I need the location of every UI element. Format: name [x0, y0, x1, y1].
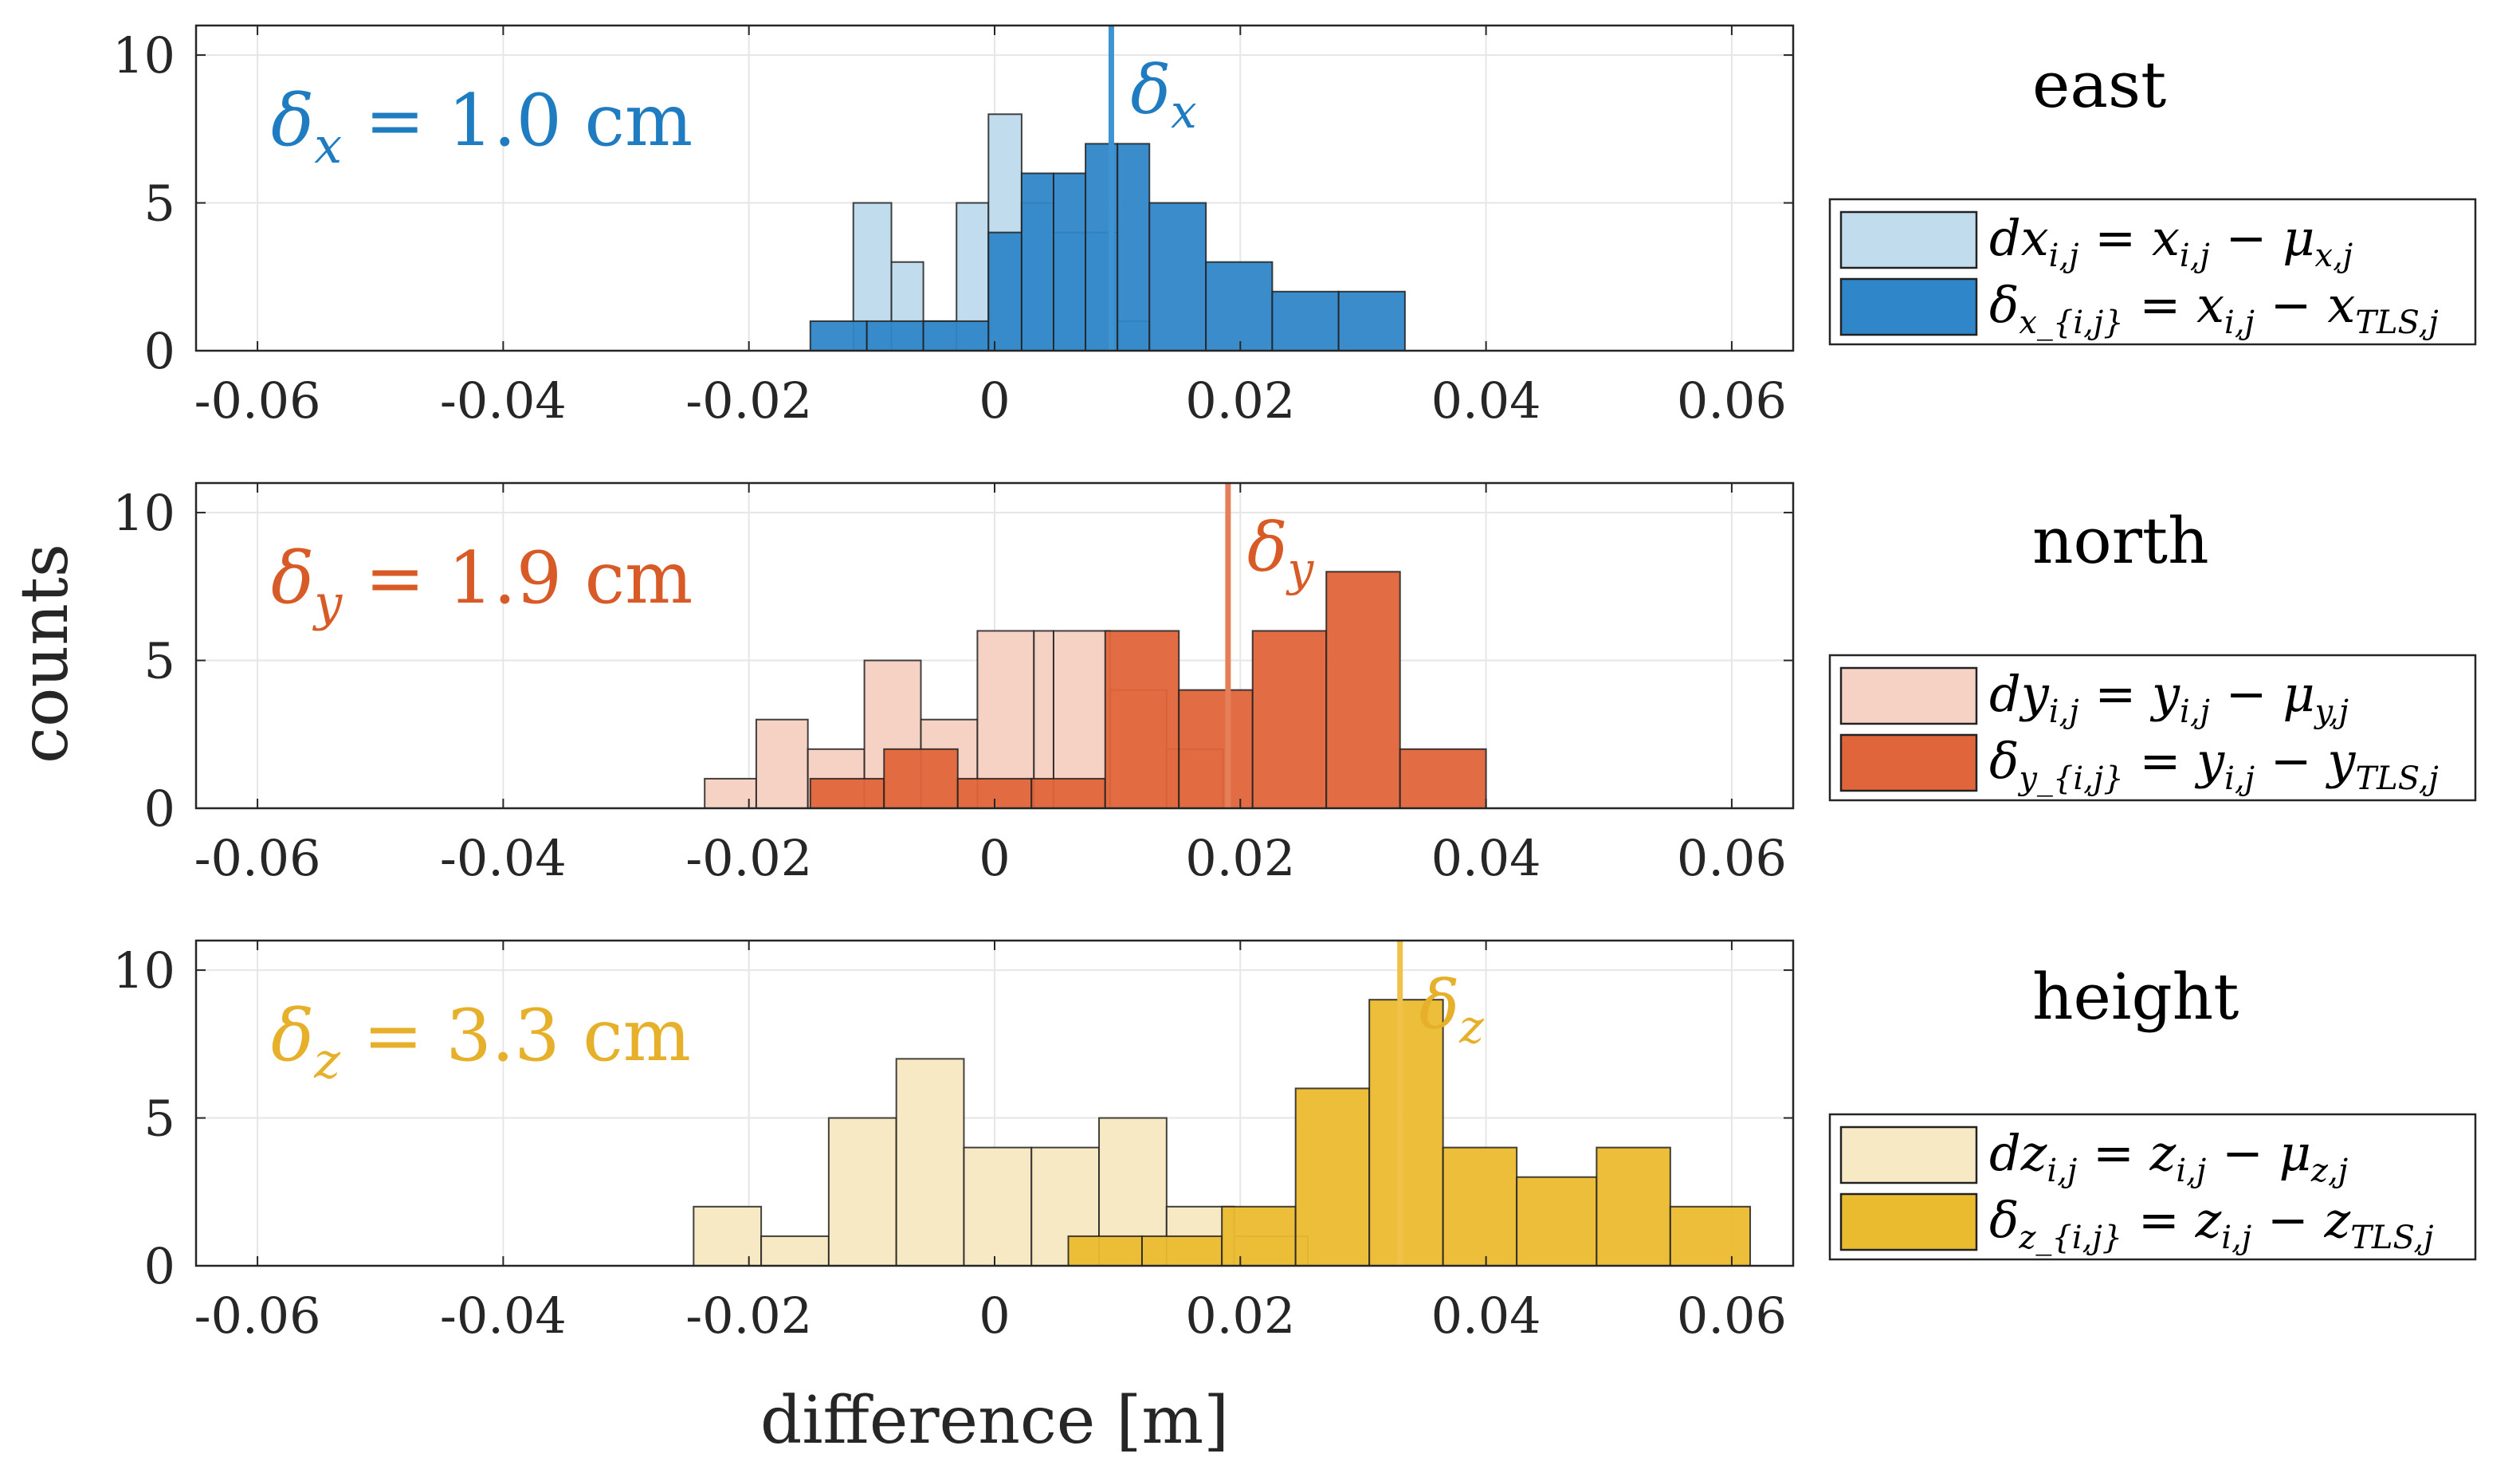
histogram-bar — [1368, 999, 1444, 1267]
x-tick-label: 0 — [979, 829, 1010, 887]
legend-swatch — [1839, 666, 1978, 725]
histogram-bar — [1516, 1176, 1598, 1267]
histogram-bar — [760, 1235, 830, 1267]
histogram-bar — [1669, 1205, 1752, 1267]
legend-label: δy_{i,j} = yi,j − yTLS,j — [1989, 732, 2439, 797]
mean-label: δy — [1247, 509, 1315, 596]
legend-swatch — [1839, 277, 1978, 336]
legend: dyi,j = yi,j − μy,jδy_{i,j} = yi,j − yTL… — [1828, 654, 2477, 802]
histogram-bar — [1205, 261, 1274, 352]
series-absolute — [809, 571, 1487, 810]
histogram-bar — [1325, 571, 1401, 809]
histogram-bar — [827, 1117, 897, 1267]
x-tick-label: 0.06 — [1677, 1287, 1787, 1345]
histogram-bar — [1030, 777, 1106, 810]
x-tick-label: -0.04 — [440, 371, 567, 430]
panel-title: north — [2032, 504, 2209, 578]
histogram-bar — [1052, 172, 1087, 352]
series-absolute — [1067, 999, 1752, 1267]
delta-annotation: δx = 1.0 cm — [271, 79, 693, 175]
histogram-bar — [1067, 1235, 1143, 1267]
x-tick-label: 0.04 — [1431, 829, 1541, 887]
y-tick-label: 10 — [112, 484, 175, 542]
x-tick-label: -0.04 — [440, 829, 567, 887]
histogram-bar — [704, 777, 757, 810]
x-tick-label: 0.06 — [1677, 371, 1787, 430]
y-tick-label: 10 — [112, 26, 175, 84]
histogram-bar — [866, 320, 924, 352]
y-tick-label: 10 — [112, 941, 175, 1000]
legend-label: dyi,j = yi,j − μy,j — [1989, 665, 2349, 730]
panel-north: δy δy = 1.9 cm -0.06 -0.04 -0.02 0 0.02 0.04 0.0… — [112, 481, 2477, 887]
x-tick-label: -0.02 — [685, 829, 812, 887]
legend-label: dxi,j = xi,j − μx,j — [1989, 209, 2353, 274]
histogram-bar — [1178, 689, 1254, 809]
panel-title: east — [2032, 48, 2166, 122]
x-tick-label: 0.02 — [1185, 371, 1295, 430]
histogram-bar — [693, 1205, 763, 1267]
histogram-bar — [1221, 1205, 1297, 1267]
legend-label: δz_{i,j} = zi,j − zTLS,j — [1989, 1191, 2434, 1256]
legend-swatch — [1839, 210, 1978, 269]
panel-title: height — [2032, 960, 2239, 1034]
x-tick-label: -0.06 — [194, 1287, 321, 1345]
panel-height: δz δz = 3.3 cm -0.06 -0.04 -0.02 0 0.02 0.04 0.0… — [112, 939, 2477, 1345]
delta-annotation: δz = 3.3 cm — [271, 994, 691, 1090]
series-relative — [693, 1058, 1309, 1267]
histogram-bar — [1140, 1235, 1223, 1267]
histogram-bar — [1442, 1146, 1518, 1267]
histogram-bar — [755, 718, 809, 810]
legend-label: dzi,j = zi,j − μz,j — [1989, 1124, 2348, 1189]
x-axis-label: difference [m] — [760, 1383, 1229, 1459]
x-tick-label: 0 — [979, 1287, 1010, 1345]
y-tick-label: 5 — [144, 632, 175, 690]
histogram-bar — [1399, 748, 1487, 809]
histogram-bar — [1251, 630, 1328, 809]
x-tick-label: -0.06 — [194, 829, 321, 887]
y-axis-label: counts — [7, 544, 83, 764]
x-tick-label: -0.02 — [685, 371, 812, 430]
x-tick-label: -0.04 — [440, 1287, 567, 1345]
y-tick-label: 0 — [144, 1237, 175, 1295]
histogram-bar — [1271, 290, 1340, 352]
x-tick-label: 0.04 — [1431, 1287, 1541, 1345]
histogram-bar — [987, 231, 1023, 352]
delta-annotation: δy = 1.9 cm — [271, 536, 693, 632]
legend-label: δx_{i,j} = xi,j − xTLS,j — [1989, 276, 2439, 341]
histogram-bar — [809, 777, 885, 810]
panel-east: δx δx = 1.0 cm -0.06 -0.04 -0.02 0 0.02 0.04 0.0… — [112, 24, 2477, 430]
histogram-bar — [1337, 290, 1406, 352]
histogram-bar — [895, 1058, 965, 1267]
legend-swatch — [1839, 733, 1978, 792]
x-tick-label: 0.02 — [1185, 1287, 1295, 1345]
legend-swatch — [1839, 1125, 1978, 1184]
histogram-bar — [963, 1146, 1033, 1267]
legend: dzi,j = zi,j − μz,jδz_{i,j} = zi,j − zTL… — [1828, 1113, 2477, 1261]
y-tick-label: 5 — [144, 175, 175, 233]
histogram-bar — [1294, 1087, 1371, 1267]
x-tick-label: -0.02 — [685, 1287, 812, 1345]
x-tick-label: 0.04 — [1431, 371, 1541, 430]
histogram-bar — [1148, 202, 1207, 352]
histogram-bar — [922, 320, 990, 352]
y-tick-label: 0 — [144, 780, 175, 838]
histogram-bar — [1104, 630, 1180, 809]
mean-label: δz — [1419, 966, 1485, 1054]
x-tick-label: 0.06 — [1677, 829, 1787, 887]
y-tick-label: 5 — [144, 1090, 175, 1148]
mean-label: δx — [1130, 51, 1196, 139]
x-tick-label: 0.02 — [1185, 829, 1295, 887]
histogram-bar — [1020, 172, 1054, 352]
y-tick-label: 0 — [144, 322, 175, 380]
x-tick-label: -0.06 — [194, 371, 321, 430]
histogram-bar — [1117, 143, 1151, 352]
legend-swatch — [1839, 1192, 1978, 1251]
histogram-bar — [883, 748, 959, 809]
legend: dxi,j = xi,j − μx,jδx_{i,j} = xi,j − xTL… — [1828, 198, 2477, 346]
histogram-bar — [809, 320, 868, 352]
x-tick-label: 0 — [979, 371, 1010, 430]
histogram-bar — [1596, 1146, 1671, 1267]
